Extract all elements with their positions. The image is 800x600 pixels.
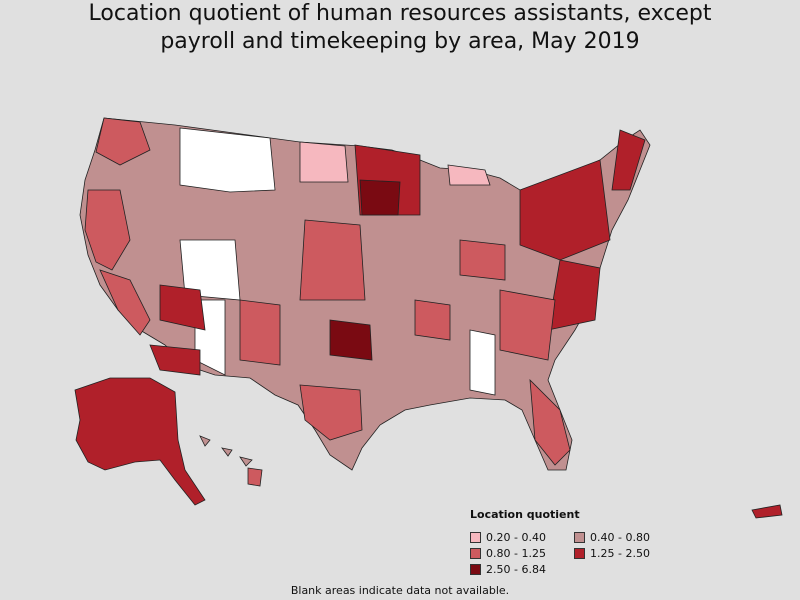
region-michigan-up [447,164,491,186]
region-kansas [299,219,366,301]
region-mississippi-blank [469,329,496,396]
region-puerto-rico [751,504,783,519]
region-montana [179,127,276,193]
title-line-1: Location quotient of human resources ass… [88,1,712,26]
region-hawaii-big-island [247,467,263,487]
region-washington [95,117,151,166]
region-ohio-valley [459,239,506,281]
legend-swatch [574,548,585,559]
legend-label: 0.40 - 0.80 [590,531,650,544]
legend-item-1-25-2-50: 1.25 - 2.50 [574,547,684,560]
legend-label: 0.20 - 0.40 [486,531,546,544]
legend-swatch [470,532,481,543]
legend-item-0-40-0-80: 0.40 - 0.80 [574,531,684,544]
legend-item-0-80-1-25: 0.80 - 1.25 [470,547,574,560]
legend-item-2-50-6-84: 2.50 - 6.84 [470,563,574,576]
region-texas-central [299,384,363,441]
region-new-mexico-central [239,299,281,366]
legend-title: Location quotient [470,508,580,521]
region-northeast [519,159,611,261]
legend-item-0-20-0-40: 0.20 - 0.40 [470,531,574,544]
region-florida [529,378,571,466]
region-maine [611,129,646,191]
legend-label: 2.50 - 6.84 [486,563,546,576]
map-regions [74,117,783,519]
title-line-2: payroll and timekeeping by area, May 201… [160,29,640,54]
legend-label: 0.80 - 1.25 [486,547,546,560]
region-arizona-south [149,344,201,376]
legend: Location quotient 0.20 - 0.40 0.40 - 0.8… [470,508,700,576]
footnote: Blank areas indicate data not available. [290,584,510,597]
region-hawaii-kauai [199,435,211,447]
region-nevada-south [159,284,206,331]
region-southeast [499,289,556,361]
region-north-dakota-west [299,141,349,183]
legend-swatch [470,548,481,559]
region-california-north [84,189,131,271]
region-oklahoma-city [329,319,373,361]
region-hawaii-oahu [221,447,233,457]
region-california-south [99,269,151,336]
region-hawaii-maui [239,456,253,467]
legend-swatch [470,564,481,575]
region-alaska [74,377,206,506]
legend-swatch [574,532,585,543]
region-minneapolis [359,179,401,216]
legend-label: 1.25 - 2.50 [590,547,650,560]
region-arkansas [414,299,451,341]
map-title: Location quotient of human resources ass… [0,0,800,56]
